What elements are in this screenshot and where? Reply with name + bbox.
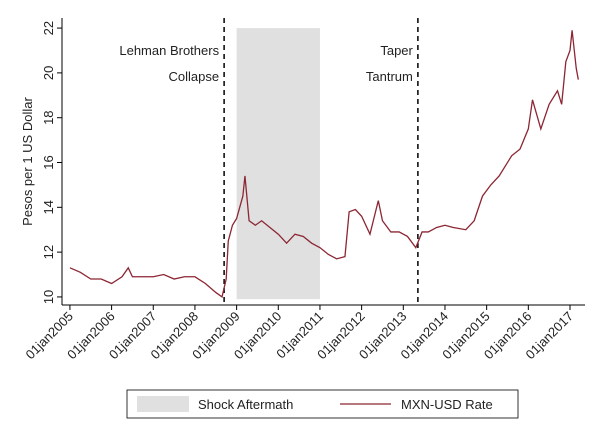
y-tick-label: 12 bbox=[41, 245, 56, 259]
legend-box bbox=[126, 389, 519, 419]
annotation: Taper bbox=[380, 43, 413, 58]
annotation: Collapse bbox=[169, 69, 220, 84]
y-tick-label: 20 bbox=[41, 66, 56, 80]
annotation: Tantrum bbox=[366, 69, 413, 84]
legend-label: Shock Aftermath bbox=[198, 397, 293, 412]
y-tick-label: 14 bbox=[41, 200, 56, 214]
y-tick-label: 16 bbox=[41, 155, 56, 169]
y-tick-label: 18 bbox=[41, 110, 56, 124]
y-tick-label: 22 bbox=[41, 21, 56, 35]
annotation: Lehman Brothers bbox=[119, 43, 219, 58]
legend-swatch bbox=[137, 396, 189, 412]
y-axis-label: Pesos per 1 US Dollar bbox=[20, 97, 35, 226]
y-tick-label: 10 bbox=[41, 290, 56, 304]
data-line bbox=[69, 30, 579, 299]
legend-label: MXN-USD Rate bbox=[401, 397, 493, 412]
shade-region bbox=[236, 28, 320, 300]
